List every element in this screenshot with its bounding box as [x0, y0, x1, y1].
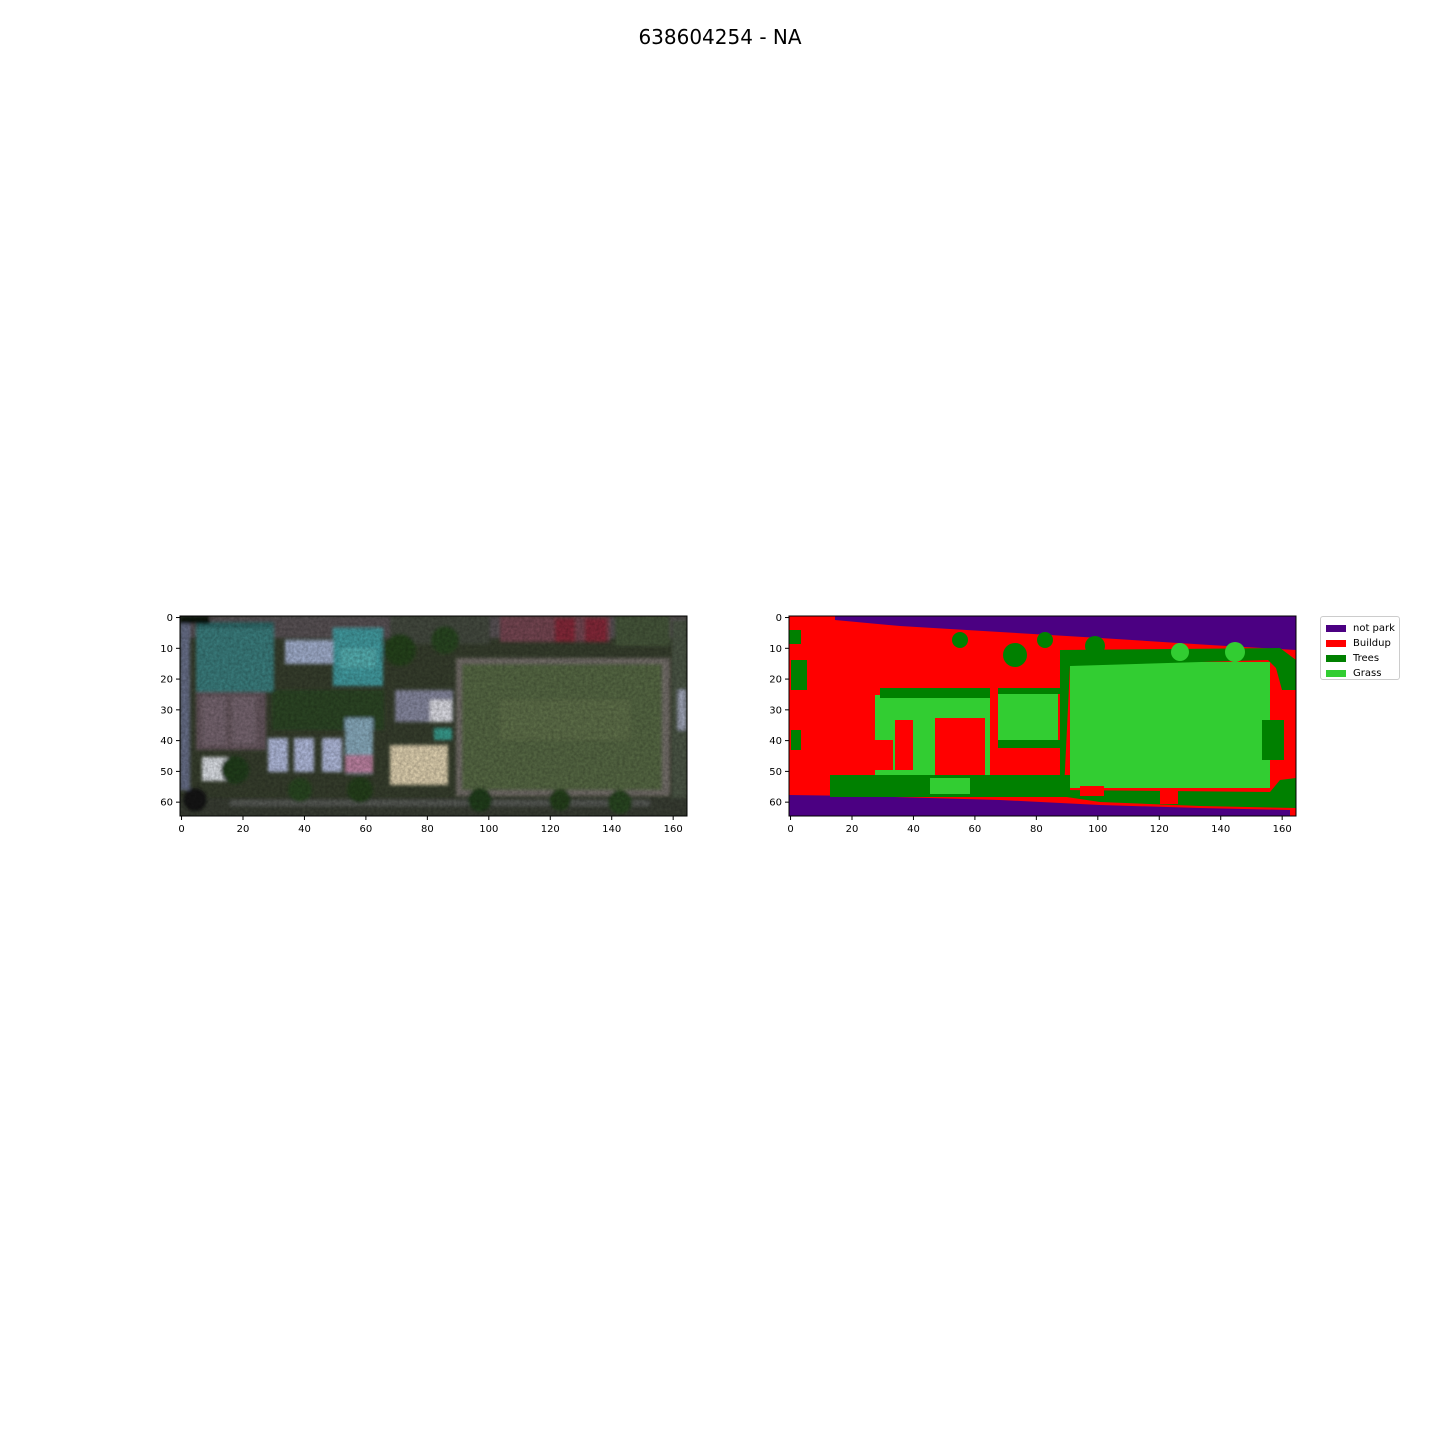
left-xtick-label: 160	[664, 824, 683, 835]
legend-item: Buildup	[1326, 636, 1391, 650]
left-xtick-label: 0	[178, 824, 184, 835]
right-ytick-label: 40	[769, 736, 782, 747]
right-xtick-label: 100	[1088, 824, 1107, 835]
legend-swatch	[1326, 669, 1346, 677]
right-xtick-label: 0	[787, 824, 793, 835]
right-ytick-label: 20	[769, 675, 782, 686]
right-ytick-label: 0	[776, 613, 782, 624]
right-xtick-label: 80	[1030, 824, 1043, 835]
legend-item: not park	[1326, 621, 1395, 635]
legend-item: Grass	[1326, 666, 1381, 680]
right-ytick-label: 60	[769, 798, 782, 809]
left-ytick-label: 10	[160, 644, 173, 655]
right-xtick-label: 20	[846, 824, 859, 835]
legend-item: Trees	[1326, 651, 1379, 665]
satellite-image	[180, 616, 687, 816]
right-ytick-label: 10	[769, 644, 782, 655]
left-axes-frame	[179, 615, 688, 817]
left-xtick-label: 120	[541, 824, 560, 835]
right-xtick-label: 40	[907, 824, 920, 835]
right-xtick-label: 160	[1273, 824, 1292, 835]
right-axes-frame	[788, 615, 1297, 817]
right-ytick-label: 30	[769, 705, 782, 716]
left-ytick-label: 20	[160, 675, 173, 686]
left-ytick-label: 60	[160, 798, 173, 809]
landcover-map	[789, 616, 1296, 816]
right-xtick-label: 140	[1211, 824, 1230, 835]
left-ytick-label: 30	[160, 705, 173, 716]
right-xtick-label: 120	[1150, 824, 1169, 835]
left-ytick-label: 50	[160, 767, 173, 778]
left-xtick-label: 40	[298, 824, 311, 835]
right-xtick-label: 60	[969, 824, 982, 835]
legend-label: Buildup	[1353, 637, 1391, 649]
legend-label: not park	[1353, 622, 1395, 634]
left-xtick-label: 140	[602, 824, 621, 835]
legend-swatch	[1326, 639, 1346, 647]
left-ytick-label: 0	[167, 613, 173, 624]
left-xtick-label: 60	[360, 824, 373, 835]
left-xtick-label: 20	[237, 824, 250, 835]
left-xtick-label: 100	[479, 824, 498, 835]
legend-label: Trees	[1353, 652, 1380, 664]
legend-swatch	[1326, 624, 1346, 632]
legend-swatch	[1326, 654, 1346, 662]
figure-title: 638604254 - NA	[638, 25, 802, 49]
left-xtick-label: 80	[421, 824, 434, 835]
right-ytick-label: 50	[769, 767, 782, 778]
legend: not park Buildup Trees Grass	[1320, 616, 1400, 680]
legend-label: Grass	[1353, 667, 1382, 679]
left-ytick-label: 40	[160, 736, 173, 747]
